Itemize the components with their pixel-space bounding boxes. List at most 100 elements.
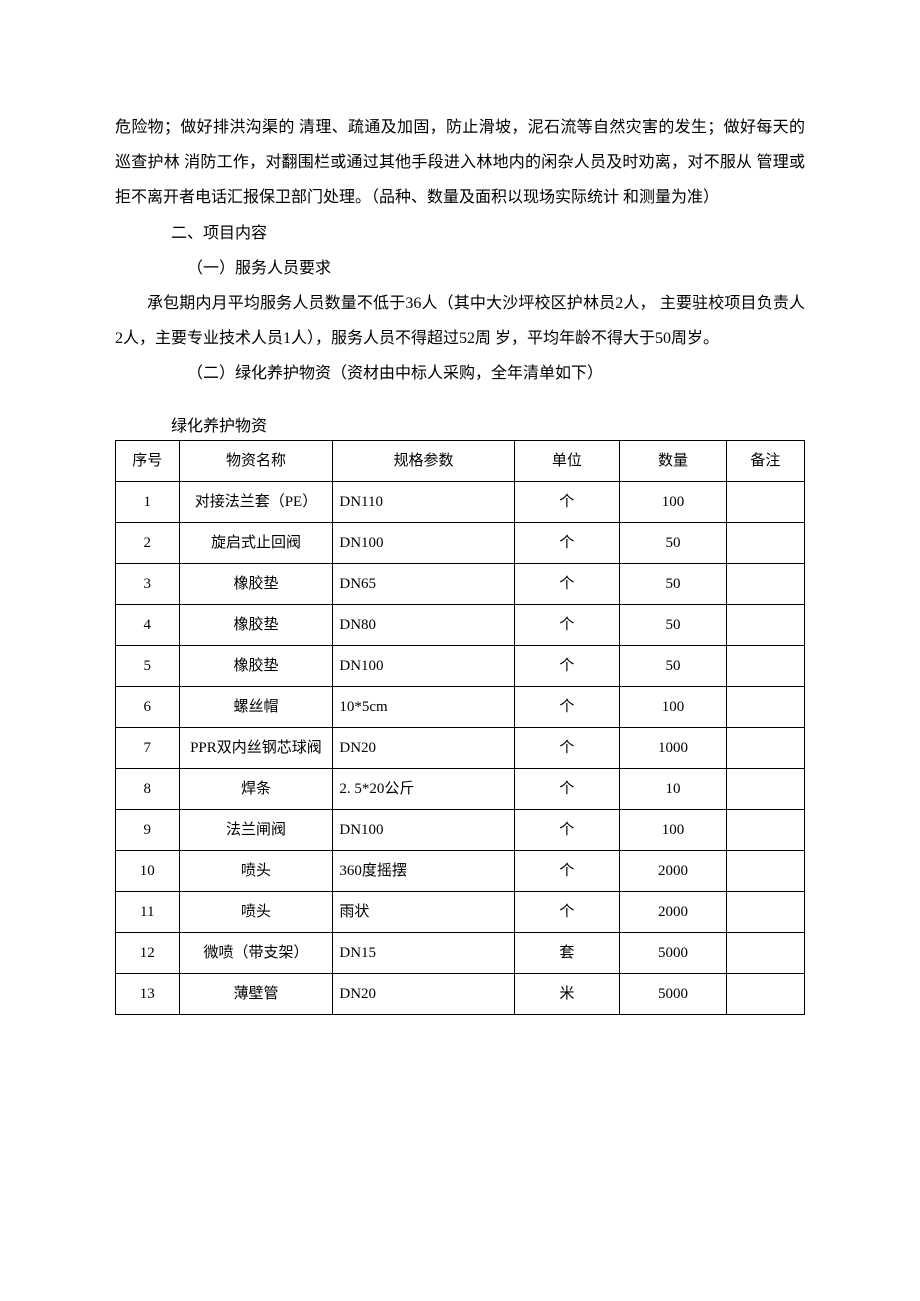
cell-note (726, 563, 804, 604)
cell-name: 橡胶垫 (179, 604, 333, 645)
cell-note (726, 481, 804, 522)
table-row: 9法兰闸阀DN100个100 (116, 809, 805, 850)
cell-seq: 2 (116, 522, 180, 563)
heading-section-2: 二、项目内容 (115, 216, 805, 251)
cell-qty: 100 (620, 809, 727, 850)
cell-qty: 10 (620, 768, 727, 809)
cell-unit: 个 (514, 727, 619, 768)
spacer (115, 392, 805, 412)
paragraph-body-2: 承包期内月平均服务人员数量不低于36人（其中大沙坪校区护林员2人， 主要驻校项目… (115, 286, 805, 356)
cell-name: PPR双内丝钢芯球阀 (179, 727, 333, 768)
cell-qty: 50 (620, 563, 727, 604)
cell-spec: 2. 5*20公斤 (333, 768, 514, 809)
cell-unit: 个 (514, 686, 619, 727)
table-row: 1对接法兰套（PE）DN110个100 (116, 481, 805, 522)
table-row: 11喷头雨状个2000 (116, 891, 805, 932)
table-caption: 绿化养护物资 (115, 412, 805, 436)
cell-note (726, 891, 804, 932)
table-row: 2旋启式止回阀DN100个50 (116, 522, 805, 563)
table-row: 13薄壁管DN20米5000 (116, 973, 805, 1014)
cell-unit: 个 (514, 481, 619, 522)
cell-seq: 6 (116, 686, 180, 727)
cell-spec: DN100 (333, 645, 514, 686)
cell-name: 橡胶垫 (179, 645, 333, 686)
th-name: 物资名称 (179, 440, 333, 481)
cell-unit: 个 (514, 768, 619, 809)
cell-name: 法兰闸阀 (179, 809, 333, 850)
table-row: 4橡胶垫DN80个50 (116, 604, 805, 645)
cell-unit: 套 (514, 932, 619, 973)
cell-name: 喷头 (179, 850, 333, 891)
cell-seq: 12 (116, 932, 180, 973)
cell-name: 橡胶垫 (179, 563, 333, 604)
cell-qty: 100 (620, 686, 727, 727)
cell-qty: 2000 (620, 891, 727, 932)
cell-seq: 3 (116, 563, 180, 604)
cell-spec: 雨状 (333, 891, 514, 932)
cell-unit: 个 (514, 809, 619, 850)
cell-name: 焊条 (179, 768, 333, 809)
cell-spec: 360度摇摆 (333, 850, 514, 891)
paragraph-body-1: 危险物；做好排洪沟渠的 清理、疏通及加固，防止滑坡，泥石流等自然灾害的发生；做好… (115, 110, 805, 216)
cell-note (726, 604, 804, 645)
cell-note (726, 932, 804, 973)
materials-table: 序号 物资名称 规格参数 单位 数量 备注 1对接法兰套（PE）DN110个10… (115, 440, 805, 1015)
heading-subsection-1: （一）服务人员要求 (115, 251, 805, 286)
cell-spec: DN20 (333, 973, 514, 1014)
table-row: 12微喷（带支架）DN15套5000 (116, 932, 805, 973)
th-note: 备注 (726, 440, 804, 481)
cell-note (726, 522, 804, 563)
cell-unit: 个 (514, 645, 619, 686)
cell-qty: 50 (620, 604, 727, 645)
cell-seq: 4 (116, 604, 180, 645)
cell-note (726, 727, 804, 768)
cell-name: 旋启式止回阀 (179, 522, 333, 563)
heading-subsection-2: （二）绿化养护物资（资材由中标人采购，全年清单如下） (115, 356, 805, 391)
table-row: 3橡胶垫DN65个50 (116, 563, 805, 604)
table-header-row: 序号 物资名称 规格参数 单位 数量 备注 (116, 440, 805, 481)
cell-spec: DN110 (333, 481, 514, 522)
cell-qty: 50 (620, 522, 727, 563)
cell-qty: 100 (620, 481, 727, 522)
cell-unit: 个 (514, 522, 619, 563)
cell-spec: DN100 (333, 522, 514, 563)
table-header: 序号 物资名称 规格参数 单位 数量 备注 (116, 440, 805, 481)
table-row: 8焊条2. 5*20公斤个10 (116, 768, 805, 809)
cell-seq: 8 (116, 768, 180, 809)
cell-seq: 11 (116, 891, 180, 932)
cell-note (726, 768, 804, 809)
table-row: 10喷头360度摇摆个2000 (116, 850, 805, 891)
cell-seq: 9 (116, 809, 180, 850)
cell-spec: DN100 (333, 809, 514, 850)
cell-unit: 米 (514, 973, 619, 1014)
table-row: 7PPR双内丝钢芯球阀DN20个1000 (116, 727, 805, 768)
cell-qty: 2000 (620, 850, 727, 891)
th-unit: 单位 (514, 440, 619, 481)
cell-qty: 1000 (620, 727, 727, 768)
cell-unit: 个 (514, 850, 619, 891)
cell-qty: 50 (620, 645, 727, 686)
cell-name: 薄壁管 (179, 973, 333, 1014)
cell-name: 喷头 (179, 891, 333, 932)
table-row: 5橡胶垫DN100个50 (116, 645, 805, 686)
th-qty: 数量 (620, 440, 727, 481)
th-seq: 序号 (116, 440, 180, 481)
cell-spec: DN80 (333, 604, 514, 645)
cell-note (726, 809, 804, 850)
cell-seq: 13 (116, 973, 180, 1014)
cell-name: 微喷（带支架） (179, 932, 333, 973)
table-body: 1对接法兰套（PE）DN110个1002旋启式止回阀DN100个503橡胶垫DN… (116, 481, 805, 1014)
cell-note (726, 850, 804, 891)
cell-spec: DN20 (333, 727, 514, 768)
cell-seq: 7 (116, 727, 180, 768)
cell-qty: 5000 (620, 973, 727, 1014)
cell-seq: 10 (116, 850, 180, 891)
cell-seq: 1 (116, 481, 180, 522)
cell-unit: 个 (514, 563, 619, 604)
cell-unit: 个 (514, 891, 619, 932)
th-spec: 规格参数 (333, 440, 514, 481)
cell-seq: 5 (116, 645, 180, 686)
cell-note (726, 686, 804, 727)
table-row: 6螺丝帽10*5cm个100 (116, 686, 805, 727)
document-page: 危险物；做好排洪沟渠的 清理、疏通及加固，防止滑坡，泥石流等自然灾害的发生；做好… (0, 0, 920, 1301)
